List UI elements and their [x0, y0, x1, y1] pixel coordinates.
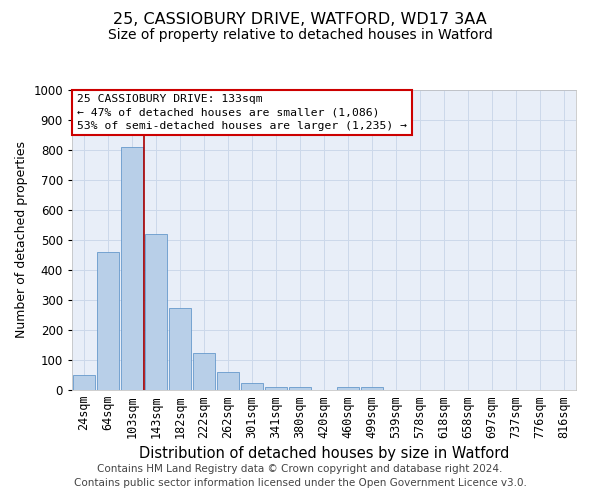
Bar	[169, 308, 191, 390]
Bar	[337, 387, 359, 390]
Bar	[145, 234, 167, 390]
Text: Size of property relative to detached houses in Watford: Size of property relative to detached ho…	[107, 28, 493, 42]
Bar	[361, 387, 383, 390]
Bar	[217, 372, 239, 390]
Bar	[73, 375, 95, 390]
Text: Contains HM Land Registry data © Crown copyright and database right 2024.
Contai: Contains HM Land Registry data © Crown c…	[74, 464, 526, 487]
Bar	[265, 387, 287, 390]
Bar	[193, 352, 215, 390]
Bar	[121, 147, 143, 390]
Text: 25 CASSIOBURY DRIVE: 133sqm
← 47% of detached houses are smaller (1,086)
53% of : 25 CASSIOBURY DRIVE: 133sqm ← 47% of det…	[77, 94, 407, 131]
Y-axis label: Number of detached properties: Number of detached properties	[15, 142, 28, 338]
Text: 25, CASSIOBURY DRIVE, WATFORD, WD17 3AA: 25, CASSIOBURY DRIVE, WATFORD, WD17 3AA	[113, 12, 487, 28]
X-axis label: Distribution of detached houses by size in Watford: Distribution of detached houses by size …	[139, 446, 509, 461]
Bar	[241, 382, 263, 390]
Bar	[289, 387, 311, 390]
Bar	[97, 252, 119, 390]
